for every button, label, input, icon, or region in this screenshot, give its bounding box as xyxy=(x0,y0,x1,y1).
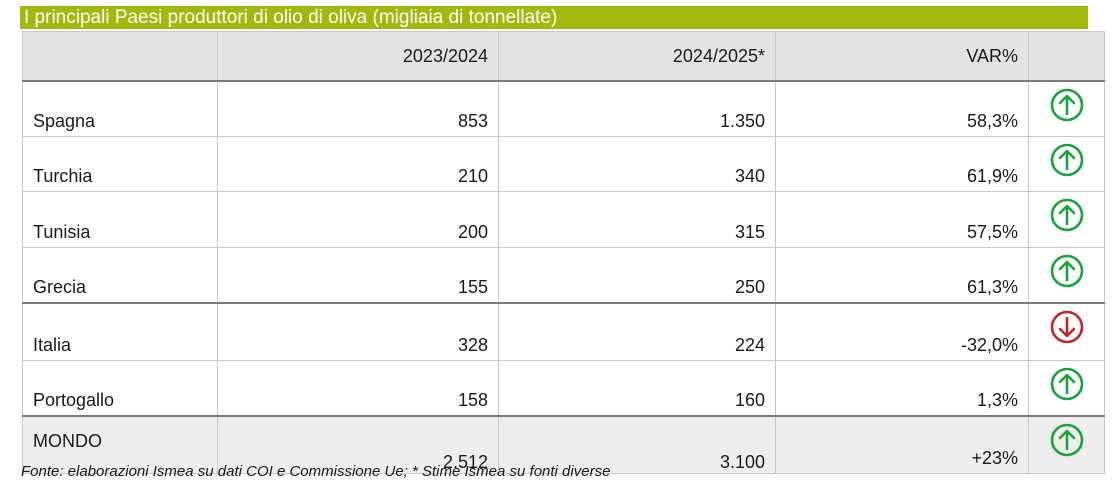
var-cell: 1,3% xyxy=(775,359,1029,416)
var-cell: 61,9% xyxy=(775,136,1029,192)
value-2024-cell: 340 xyxy=(498,136,776,192)
table-row: Turchia 210 340 61,9% xyxy=(22,136,1105,192)
header-row: 2023/2024 2024/2025* VAR% xyxy=(22,31,1105,82)
arrow-up-circle-icon xyxy=(1050,254,1083,288)
value-2023-cell: 328 xyxy=(217,302,499,361)
trend-cell xyxy=(1028,191,1105,248)
arrow-down-circle-icon xyxy=(1050,310,1083,344)
value-2024-cell: 160 xyxy=(498,359,776,416)
header-country xyxy=(22,31,218,82)
var-cell: 58,3% xyxy=(775,80,1029,137)
var-cell: 61,3% xyxy=(775,247,1029,304)
arrow-up-circle-icon xyxy=(1050,143,1083,177)
total-2023-cell: 2.512 xyxy=(217,414,499,474)
arrow-up-circle-icon xyxy=(1050,367,1083,400)
table-row: Tunisia 200 315 57,5% xyxy=(22,191,1105,248)
table-title: I principali Paesi produttori di olio di… xyxy=(20,6,1088,29)
total-country-cell: MONDO xyxy=(22,414,218,474)
source-footnote: Fonte: elaborazioni Ismea su dati COI e … xyxy=(21,463,611,480)
total-2024-cell: 3.100 xyxy=(498,414,776,474)
table-row: Portogallo 158 160 1,3% xyxy=(22,359,1105,416)
value-2023-cell: 155 xyxy=(217,247,499,304)
var-cell: 57,5% xyxy=(775,191,1029,248)
arrow-up-circle-icon xyxy=(1050,423,1083,456)
arrow-up-circle-icon xyxy=(1050,88,1083,122)
trend-cell xyxy=(1028,80,1105,137)
country-cell: Italia xyxy=(22,302,218,361)
trend-cell xyxy=(1028,247,1105,304)
value-2024-cell: 315 xyxy=(498,191,776,248)
value-2023-cell: 210 xyxy=(217,136,499,192)
value-2023-cell: 853 xyxy=(217,80,499,137)
arrow-up-circle-icon xyxy=(1050,198,1083,232)
country-cell: Spagna xyxy=(22,80,218,137)
olive-oil-producers-table: 2023/2024 2024/2025* VAR% Spagna 853 1.3… xyxy=(22,31,1105,474)
trend-cell xyxy=(1028,302,1105,361)
header-2024-2025: 2024/2025* xyxy=(498,31,776,82)
var-cell: -32,0% xyxy=(775,302,1029,361)
trend-cell xyxy=(1028,359,1105,416)
header-var: VAR% xyxy=(775,31,1029,82)
table-row: Italia 328 224 -32,0% xyxy=(22,302,1105,361)
country-cell: Tunisia xyxy=(22,191,218,248)
value-2024-cell: 224 xyxy=(498,302,776,361)
value-2024-cell: 250 xyxy=(498,247,776,304)
table-row: Grecia 155 250 61,3% xyxy=(22,247,1105,304)
value-2024-cell: 1.350 xyxy=(498,80,776,137)
trend-cell xyxy=(1028,136,1105,192)
total-var-cell: +23% xyxy=(775,414,1029,474)
total-row: MONDO 2.512 3.100 +23% xyxy=(22,414,1105,474)
country-cell: Turchia xyxy=(22,136,218,192)
country-cell: Grecia xyxy=(22,247,218,304)
country-cell: Portogallo xyxy=(22,359,218,416)
value-2023-cell: 200 xyxy=(217,191,499,248)
table-row: Spagna 853 1.350 58,3% xyxy=(22,80,1105,137)
trend-cell xyxy=(1028,414,1105,474)
value-2023-cell: 158 xyxy=(217,359,499,416)
header-2023-2024: 2023/2024 xyxy=(217,31,499,82)
header-trend xyxy=(1028,31,1105,82)
